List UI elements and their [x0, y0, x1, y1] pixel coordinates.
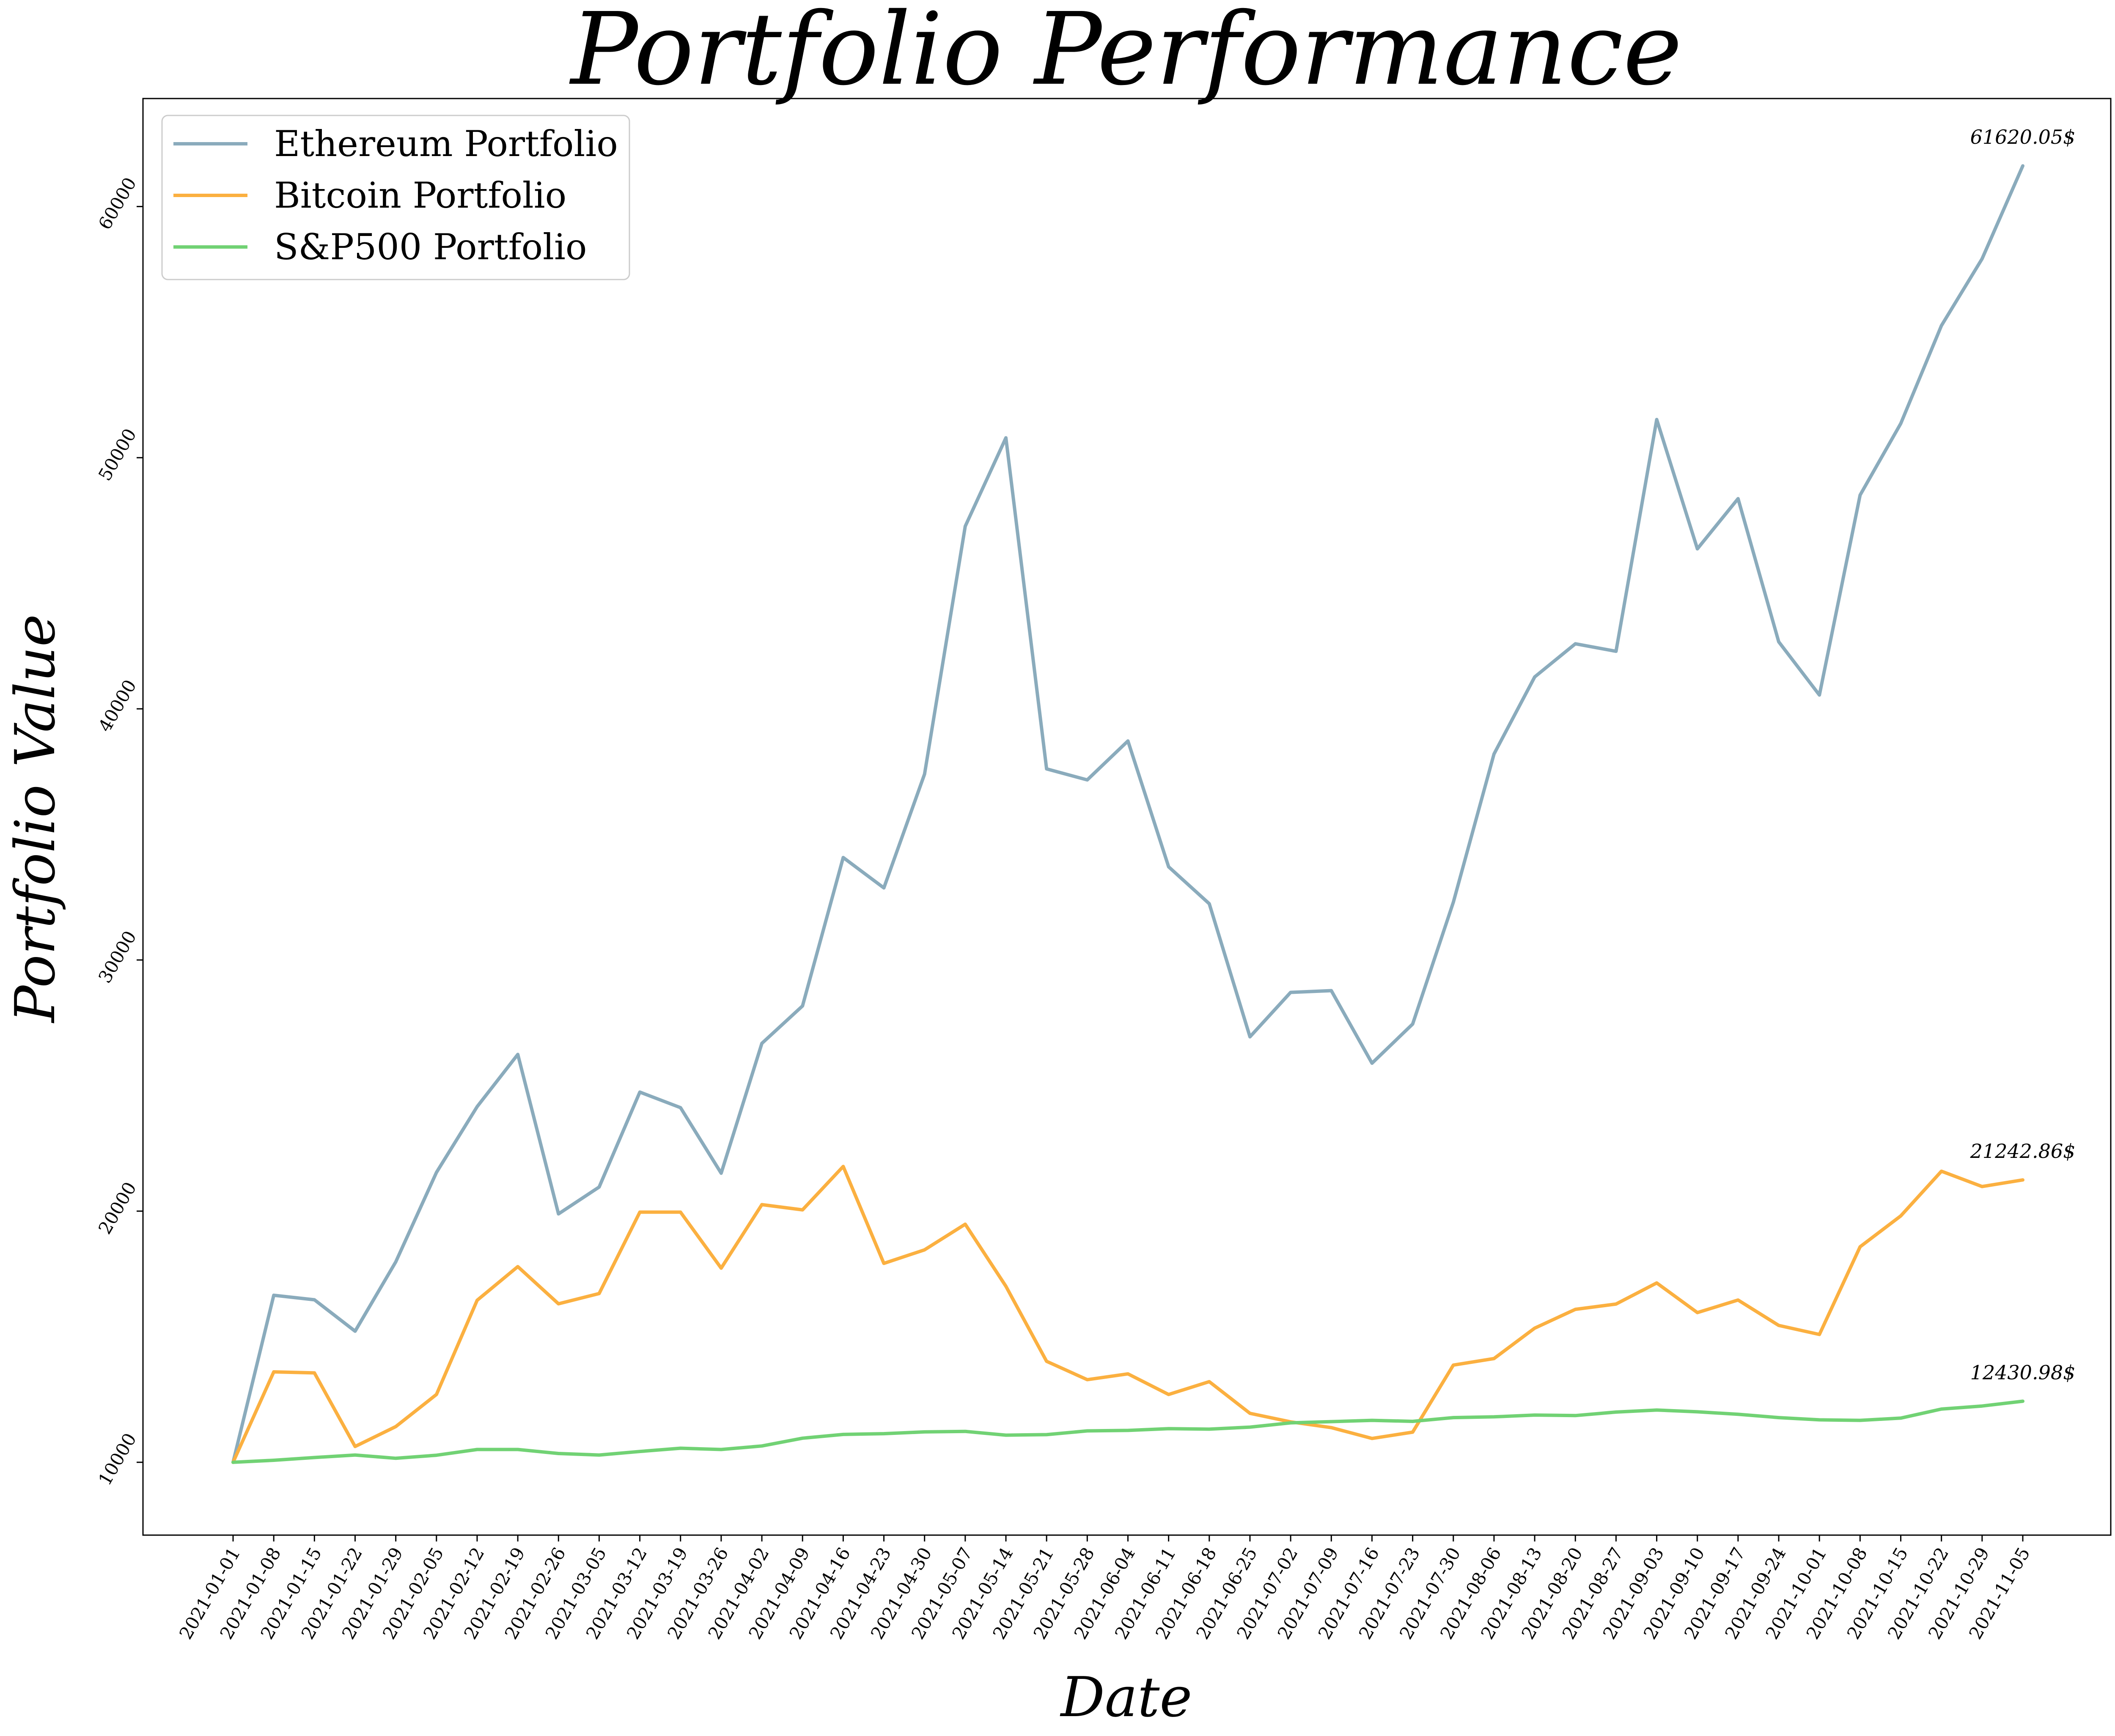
legend-label: Bitcoin Portfolio — [274, 175, 566, 216]
legend-items: Ethereum Portfolio Bitcoin Portfolio S&P50… — [173, 123, 618, 268]
x-axis: 2021-01-012021-01-082021-01-152021-01-22… — [175, 1535, 2034, 1643]
end-labels: 61620.05$ 21242.86$ 12430.98$ — [1970, 126, 2076, 1384]
series-line — [231, 164, 2024, 1464]
series-line — [231, 1399, 2024, 1464]
legend-label: Ethereum Portfolio — [274, 123, 618, 165]
y-tick-label: 40000 — [94, 676, 140, 735]
legend-label: S&P500 Portfolio — [274, 226, 587, 268]
legend: Ethereum Portfolio Bitcoin Portfolio S&P50… — [161, 115, 630, 280]
y-tick-label: 20000 — [94, 1179, 140, 1238]
plot-area: 10000 20000 30000 40000 50000 60000 2021-01-0… — [94, 98, 2112, 1643]
y-axis-title: Portfolio Value — [3, 614, 67, 1023]
plot-frame — [142, 98, 2112, 1536]
series-end-label: 61620.05$ — [1970, 126, 2076, 148]
legend-box — [161, 115, 630, 280]
y-tick-label: 50000 — [94, 425, 140, 484]
series-line — [231, 1165, 2024, 1464]
series-end-label: 12430.98$ — [1970, 1361, 2076, 1384]
y-tick-label: 60000 — [94, 174, 140, 233]
y-axis: 10000 20000 30000 40000 50000 60000 — [94, 174, 143, 1489]
y-tick-label: 30000 — [94, 927, 140, 987]
series-lines — [231, 164, 2024, 1464]
y-tick-label: 10000 — [94, 1429, 140, 1489]
series-end-label: 21242.86$ — [1970, 1140, 2076, 1163]
chart-title: Portfolio Performance — [569, 0, 1682, 107]
x-axis-title: Date — [1060, 1665, 1192, 1729]
